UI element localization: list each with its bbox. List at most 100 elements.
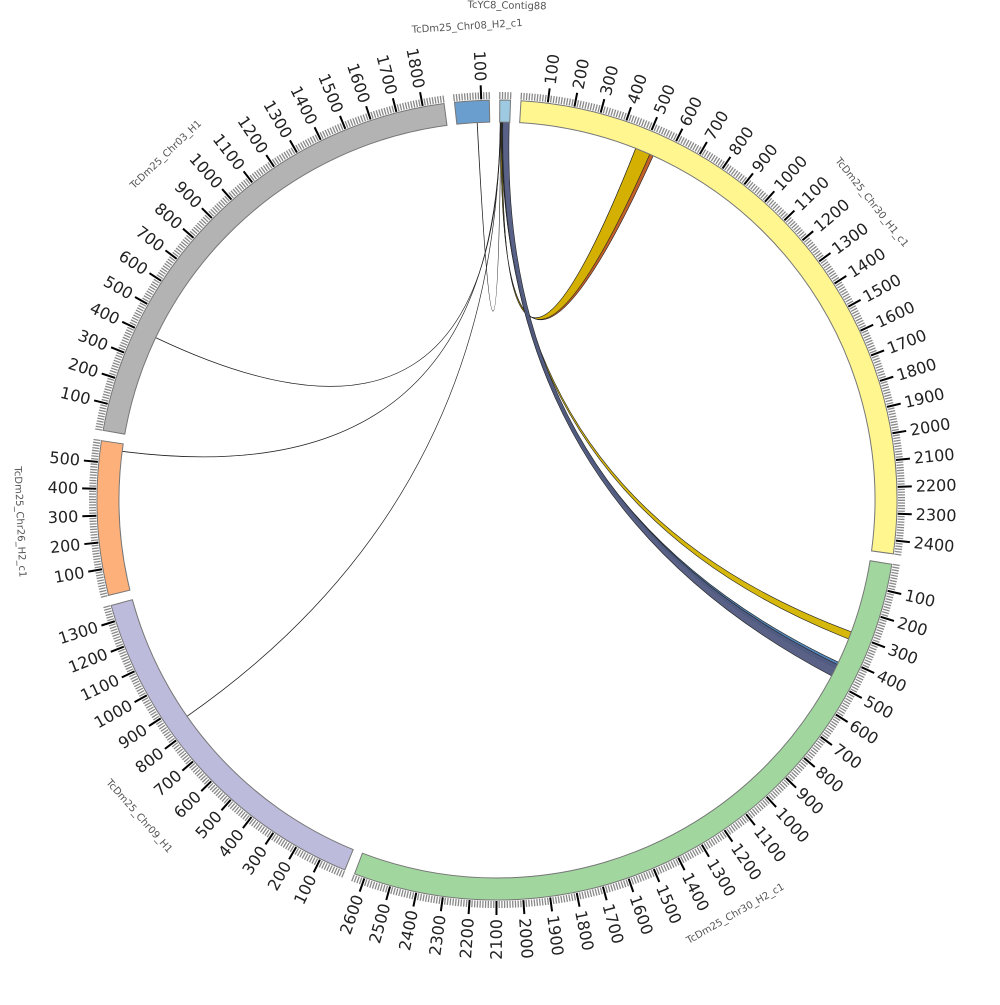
tick-label: 800: [151, 199, 187, 233]
tick-label: 1300: [56, 618, 101, 648]
major-tick: [652, 117, 657, 130]
tick-label: 400: [47, 478, 78, 498]
major-tick: [315, 127, 321, 140]
tick-label: 1400: [286, 83, 321, 128]
tick-label: 1600: [626, 893, 657, 938]
tick-label: 100: [53, 563, 86, 587]
major-tick: [849, 691, 861, 698]
tick-label: 600: [115, 246, 151, 279]
tick-label: 2600: [336, 892, 367, 937]
segments-layer: [97, 100, 897, 900]
tick-label: 2200: [456, 917, 478, 959]
tick-label: 1400: [678, 869, 713, 914]
major-tick: [550, 897, 552, 911]
tick-label: 100: [290, 872, 321, 908]
tick-label: 1900: [902, 384, 946, 412]
link-ribbon[interactable]: [503, 122, 838, 676]
tick-label: 700: [701, 107, 733, 143]
major-tick: [469, 900, 470, 914]
tick-label: 400: [874, 666, 910, 696]
tick-label: 200: [49, 535, 81, 557]
tick-label: 1500: [860, 270, 905, 306]
major-tick: [481, 85, 482, 99]
tick-label: 1800: [402, 46, 428, 90]
major-tick: [84, 461, 98, 462]
tick-label: 300: [47, 507, 78, 527]
tick-label: 1900: [543, 914, 567, 957]
major-tick: [523, 900, 524, 914]
major-tick: [896, 459, 910, 460]
tick-label: 2000: [515, 917, 537, 959]
tick-label: 300: [885, 640, 920, 669]
major-tick: [861, 325, 874, 331]
major-tick: [678, 858, 684, 870]
tick-label: 1700: [599, 902, 628, 946]
tick-label: 700: [132, 222, 168, 256]
tick-label: 500: [191, 807, 225, 842]
tick-label: 900: [171, 177, 206, 212]
tick-label: 500: [861, 692, 897, 723]
tick-label: 1300: [703, 855, 740, 900]
tick-label: 2200: [915, 475, 956, 495]
tick-label: 400: [214, 825, 248, 861]
major-tick: [314, 860, 320, 873]
tick-label: 2400: [395, 908, 422, 952]
tick-label: 800: [132, 744, 168, 778]
tick-label: 1600: [343, 61, 374, 106]
tick-label: 500: [49, 448, 81, 470]
tick-label: 2500: [365, 901, 394, 945]
tick-label: 2100: [487, 919, 506, 960]
major-tick: [548, 88, 550, 102]
link-ribbon[interactable]: [502, 122, 838, 668]
major-tick: [122, 322, 135, 328]
tick-label: 900: [792, 784, 827, 819]
tick-label: 100: [58, 383, 92, 409]
major-tick: [88, 569, 102, 571]
tick-label: 1100: [77, 670, 122, 705]
tick-label: 700: [830, 740, 866, 773]
tick-label: 800: [725, 123, 758, 159]
major-tick: [676, 129, 682, 142]
major-tick: [122, 671, 135, 677]
tick-label: 200: [569, 57, 594, 91]
tick-label: 200: [895, 613, 930, 640]
segment-tcdm25_chr08_h2_c1[interactable]: [454, 100, 489, 124]
tick-label: 1700: [372, 53, 401, 97]
tick-label: 400: [623, 71, 651, 106]
tick-label: 1800: [571, 909, 598, 953]
tick-label: 700: [150, 766, 186, 800]
tick-label: 1800: [894, 354, 939, 384]
tick-label: 900: [115, 720, 151, 753]
tick-label: 100: [470, 50, 490, 81]
tick-label: 400: [87, 298, 123, 328]
tick-label: 500: [100, 272, 136, 304]
segment-tcdm25_chr30_h2_c1[interactable]: [355, 561, 892, 900]
major-tick: [861, 667, 874, 673]
major-tick: [892, 431, 906, 433]
link-ribbon[interactable]: [477, 122, 501, 311]
tick-label: 2300: [425, 914, 449, 957]
tick-label: 600: [846, 716, 882, 748]
major-tick: [896, 541, 910, 542]
major-tick: [577, 893, 580, 907]
segment-tcdm25_chr03_h1[interactable]: [103, 104, 447, 435]
tick-label: 300: [75, 326, 110, 355]
tick-label: 2000: [909, 414, 952, 440]
major-tick: [84, 543, 98, 544]
tick-label: 800: [812, 762, 848, 796]
tick-label: 600: [676, 94, 707, 130]
tick-label: 100: [903, 586, 937, 611]
major-tick: [420, 92, 423, 106]
major-tick: [413, 893, 416, 907]
tick-label: 2400: [913, 533, 955, 556]
tick-label: 200: [66, 354, 101, 381]
segment-tcyc8_contig88[interactable]: [500, 100, 511, 122]
tick-label: 300: [596, 63, 622, 97]
major-tick: [340, 116, 345, 129]
major-tick: [654, 869, 659, 882]
major-tick: [441, 897, 443, 911]
segment-name-label: TcYC8_Contig88: [466, 0, 546, 12]
tick-label: 2300: [915, 505, 956, 525]
